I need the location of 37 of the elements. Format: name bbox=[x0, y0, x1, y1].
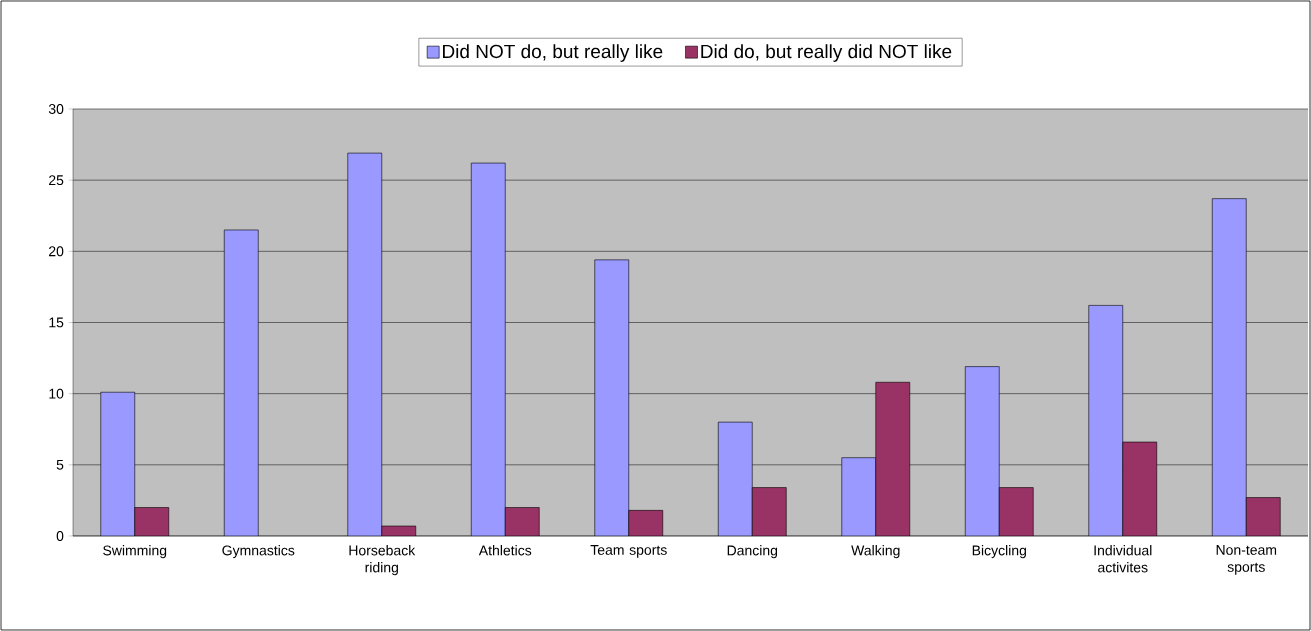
legend-label: Did do, but really did NOT like bbox=[701, 44, 952, 62]
bar bbox=[964, 366, 1000, 536]
bar bbox=[1088, 305, 1124, 536]
x-tick-label: Bicycling bbox=[972, 545, 1026, 559]
x-tick-label: Athletics bbox=[478, 545, 532, 556]
y-tick-label: 10 bbox=[49, 388, 64, 399]
bar bbox=[998, 487, 1034, 536]
y-tick-label: 20 bbox=[49, 246, 64, 257]
x-tick-label: Swimming bbox=[103, 545, 167, 559]
bar bbox=[628, 510, 664, 536]
x-tick-label: Non-team sports bbox=[1216, 545, 1277, 575]
x-tick-label: Horseback riding bbox=[349, 545, 416, 576]
bar bbox=[504, 507, 540, 536]
x-tick-label: Walking bbox=[851, 545, 900, 559]
y-tick-label: 0 bbox=[56, 531, 64, 541]
x-tick-label: Individual activites bbox=[1094, 545, 1152, 573]
x-tick-label: Team sports bbox=[590, 545, 667, 558]
bar bbox=[875, 381, 911, 536]
bar bbox=[223, 229, 259, 536]
bar bbox=[347, 152, 383, 536]
bar bbox=[841, 457, 877, 536]
bar bbox=[470, 162, 506, 536]
bar bbox=[751, 487, 787, 536]
legend-label: Did NOT do, but really like bbox=[443, 44, 663, 62]
bar bbox=[1122, 441, 1158, 536]
x-tick-label: Gymnastics bbox=[222, 545, 295, 559]
y-tick-label: 5 bbox=[56, 459, 64, 470]
y-tick-label: 25 bbox=[49, 175, 64, 186]
bar bbox=[134, 507, 170, 536]
bar bbox=[717, 421, 753, 536]
bar bbox=[1211, 198, 1247, 536]
y-tick-label: 15 bbox=[49, 317, 64, 328]
y-tick-label: 30 bbox=[48, 104, 64, 114]
bar bbox=[1245, 497, 1281, 536]
x-tick-label: Dancing bbox=[727, 545, 778, 559]
bar bbox=[594, 259, 630, 536]
bar bbox=[100, 391, 136, 536]
